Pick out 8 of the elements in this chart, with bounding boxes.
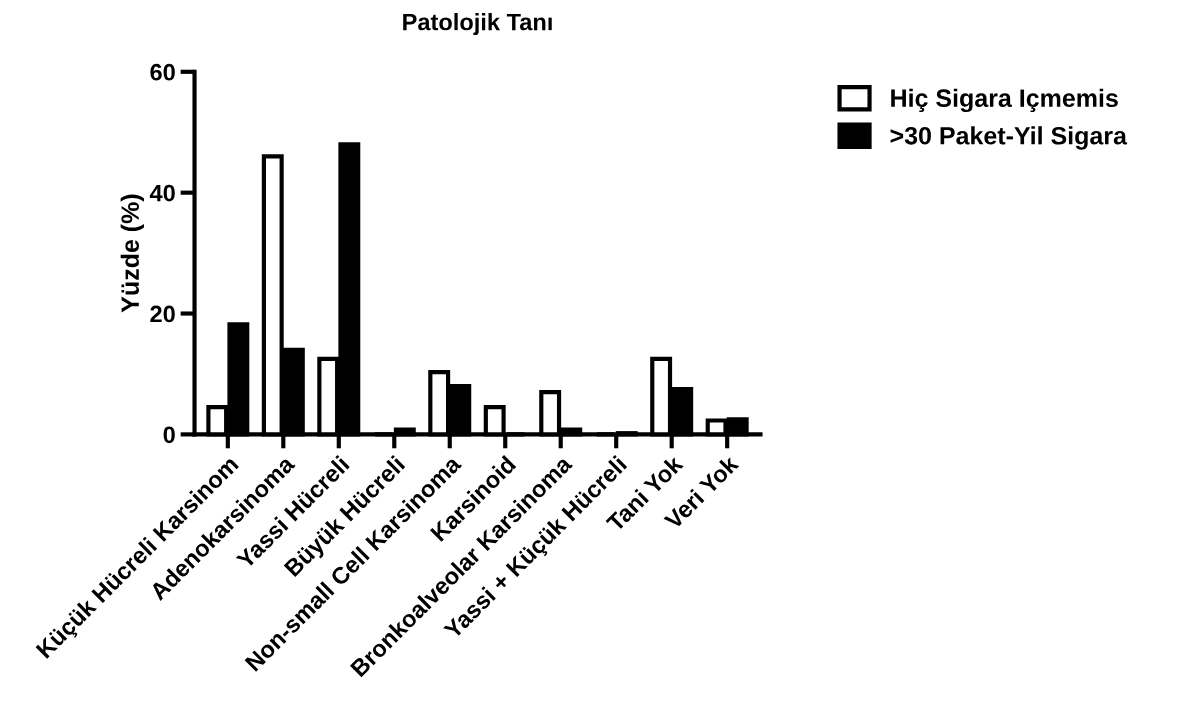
y-axis-title: Yüzde (%) [120, 194, 144, 313]
y-tick-label: 0 [163, 426, 175, 444]
legend-label: Hiç Sigara Içmemis [891, 88, 1118, 113]
legend-label: >30 Paket-Yil Sigara [890, 126, 1128, 150]
y-tick-label: 20 [150, 305, 175, 323]
y-tick-label: 60 [150, 63, 175, 81]
chart-title: Patolojik Tanı [403, 13, 552, 36]
y-tick-label: 40 [149, 184, 175, 202]
